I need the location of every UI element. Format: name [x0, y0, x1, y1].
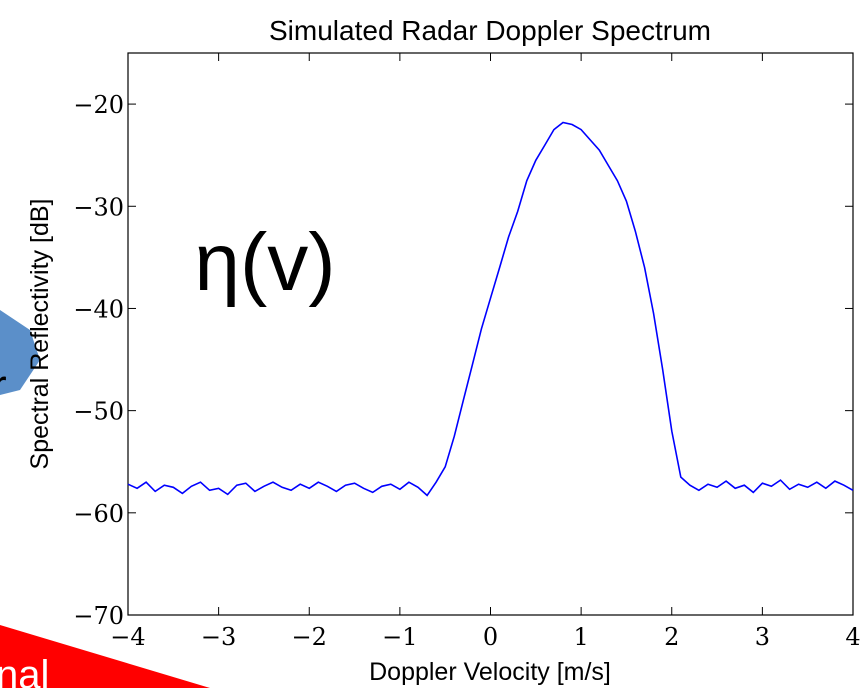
- annotation: η(v): [194, 217, 335, 308]
- background-shape: [0, 310, 40, 395]
- plot-frame: [127, 52, 854, 616]
- background-shape: [0, 625, 210, 688]
- x-tick-label: 1: [573, 623, 588, 651]
- x-tick-label: 2: [664, 623, 679, 651]
- y-tick-label: −40: [73, 295, 124, 323]
- y-tick-label: −50: [73, 398, 124, 426]
- x-tick-label: 3: [755, 623, 770, 651]
- y-tick-label: −60: [73, 500, 124, 528]
- x-tick-label: 0: [483, 623, 498, 651]
- x-tick-label: −1: [382, 623, 417, 651]
- x-tick-label: −4: [110, 623, 145, 651]
- data-line: [127, 121, 854, 497]
- x-tick-label: 4: [845, 623, 860, 651]
- y-tick-label: −20: [73, 91, 124, 119]
- fragment-text: nal: [0, 653, 49, 688]
- y-tick-label: −70: [73, 602, 124, 630]
- x-tick-label: −3: [201, 623, 236, 651]
- chart-title: Simulated Radar Doppler Spectrum: [269, 15, 711, 46]
- y-axis-label: Spectral Reflectivity [dB]: [26, 199, 54, 470]
- x-tick-label: −2: [292, 623, 327, 651]
- fragment-text: r: [0, 361, 7, 410]
- y-tick-label: −30: [73, 193, 124, 221]
- x-axis-label: Doppler Velocity [m/s]: [369, 658, 611, 686]
